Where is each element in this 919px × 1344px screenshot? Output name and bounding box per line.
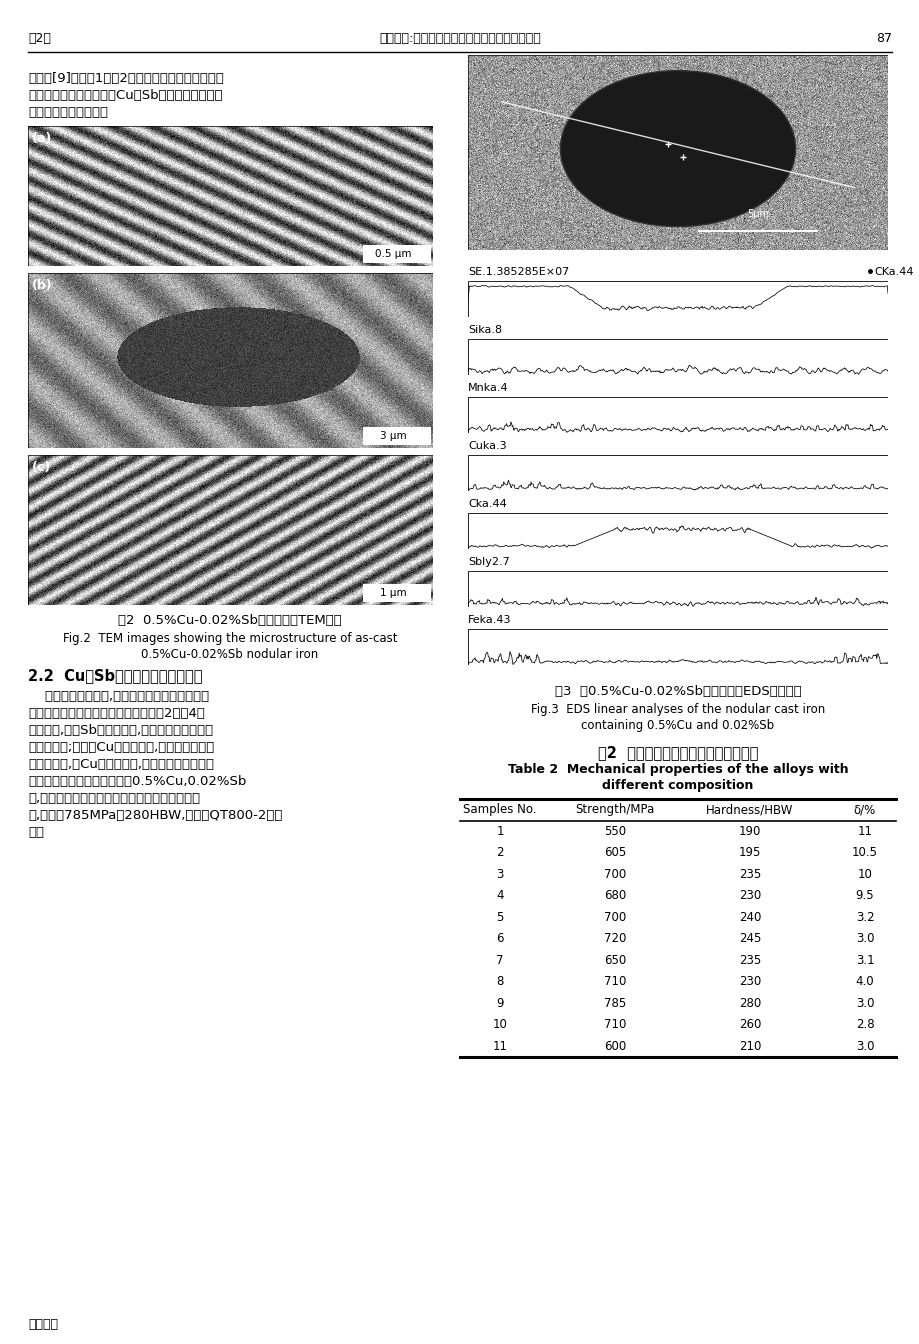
Text: 体外围层，显然这与表面Cu、Sb元素在石墨球界面: 体外围层，显然这与表面Cu、Sb元素在石墨球界面 bbox=[28, 89, 222, 102]
Text: (c): (c) bbox=[32, 461, 51, 474]
Text: 230: 230 bbox=[738, 890, 760, 902]
Text: 3.1: 3.1 bbox=[855, 954, 873, 966]
Text: 650: 650 bbox=[603, 954, 626, 966]
Text: Sika.8: Sika.8 bbox=[468, 325, 502, 335]
Text: Strength/MPa: Strength/MPa bbox=[574, 804, 654, 816]
Text: 230: 230 bbox=[738, 976, 760, 988]
Text: 4.0: 4.0 bbox=[855, 976, 873, 988]
Text: CKa.44: CKa.44 bbox=[873, 267, 913, 277]
Text: 605: 605 bbox=[603, 847, 626, 859]
Text: 5: 5 bbox=[495, 911, 503, 923]
Text: 10.5: 10.5 bbox=[851, 847, 877, 859]
Text: 3.0: 3.0 bbox=[855, 997, 873, 1009]
Text: 10: 10 bbox=[857, 868, 871, 880]
Text: 235: 235 bbox=[738, 954, 760, 966]
Text: Cuka.3: Cuka.3 bbox=[468, 441, 506, 452]
Text: 4: 4 bbox=[495, 890, 504, 902]
Text: 9.5: 9.5 bbox=[855, 890, 873, 902]
Text: 3: 3 bbox=[495, 868, 503, 880]
Bar bbox=[363, 427, 430, 445]
Text: 240: 240 bbox=[738, 911, 760, 923]
Text: 度明显增加;而随着Cu含量的增加,球墨铸铁的强度: 度明显增加;而随着Cu含量的增加,球墨铸铁的强度 bbox=[28, 741, 214, 754]
Text: 强度和硬度以及伸长率的试验数据见表2和图4。: 强度和硬度以及伸长率的试验数据见表2和图4。 bbox=[28, 707, 205, 720]
Text: Samples No.: Samples No. bbox=[463, 804, 536, 816]
Text: 720: 720 bbox=[603, 933, 626, 945]
Text: 210: 210 bbox=[738, 1040, 760, 1052]
Text: 710: 710 bbox=[603, 976, 626, 988]
Ellipse shape bbox=[560, 71, 795, 227]
Text: 平。: 平。 bbox=[28, 827, 44, 839]
Text: 700: 700 bbox=[603, 911, 626, 923]
Text: 11: 11 bbox=[492, 1040, 507, 1052]
Text: 1: 1 bbox=[495, 825, 504, 837]
Text: 铁素体[9]。而图1、图2中石墨球周围没有出现铁素: 铁素体[9]。而图1、图2中石墨球周围没有出现铁素 bbox=[28, 73, 223, 85]
Text: Sbly2.7: Sbly2.7 bbox=[468, 556, 509, 567]
Text: 2.8: 2.8 bbox=[855, 1019, 873, 1031]
Text: Mnka.4: Mnka.4 bbox=[468, 383, 508, 392]
Text: 235: 235 bbox=[738, 868, 760, 880]
Text: 0.5%Cu-0.02%Sb nodular iron: 0.5%Cu-0.02%Sb nodular iron bbox=[142, 648, 318, 661]
Text: 值,分别为785MPa和280HBW,相当于QT800-2的水: 值,分别为785MPa和280HBW,相当于QT800-2的水 bbox=[28, 809, 282, 823]
Text: Feka.43: Feka.43 bbox=[468, 616, 511, 625]
Text: (a): (a) bbox=[32, 132, 52, 145]
Text: Hardness/HBW: Hardness/HBW bbox=[706, 804, 793, 816]
Text: 1 μm: 1 μm bbox=[380, 589, 406, 598]
Text: 9: 9 bbox=[495, 997, 504, 1009]
Text: 785: 785 bbox=[603, 997, 626, 1009]
Text: 245: 245 bbox=[738, 933, 760, 945]
Text: containing 0.5%Cu and 0.02%Sb: containing 0.5%Cu and 0.02%Sb bbox=[581, 719, 774, 732]
Text: Table 2  Mechanical properties of the alloys with: Table 2 Mechanical properties of the all… bbox=[507, 763, 847, 775]
Text: 680: 680 bbox=[603, 890, 626, 902]
Text: 和硬度增加,当Cu含量过高时,球墨铸铁的强度和延: 和硬度增加,当Cu含量过高时,球墨铸铁的强度和延 bbox=[28, 758, 214, 771]
Text: 710: 710 bbox=[603, 1019, 626, 1031]
Text: 上的富集有直接关系。: 上的富集有直接关系。 bbox=[28, 106, 108, 120]
Text: 10: 10 bbox=[492, 1019, 507, 1031]
Text: 表2  不同合金成分球墨铸铁的力学性能: 表2 不同合金成分球墨铸铁的力学性能 bbox=[597, 745, 757, 759]
Text: 6: 6 bbox=[495, 933, 504, 945]
Text: 5μm: 5μm bbox=[746, 208, 768, 219]
Text: 2: 2 bbox=[495, 847, 504, 859]
Bar bbox=[363, 245, 430, 263]
Text: 3.0: 3.0 bbox=[855, 1040, 873, 1052]
Text: 图3  含0.5%Cu-0.02%Sb球墨铸铁的EDS线形分析: 图3 含0.5%Cu-0.02%Sb球墨铸铁的EDS线形分析 bbox=[554, 685, 800, 698]
Text: Cka.44: Cka.44 bbox=[468, 499, 506, 509]
Text: 280: 280 bbox=[738, 997, 760, 1009]
Text: 2.2  Cu和Sb元素对力学性能的影响: 2.2 Cu和Sb元素对力学性能的影响 bbox=[28, 668, 202, 683]
Text: 260: 260 bbox=[738, 1019, 760, 1031]
Text: 8: 8 bbox=[495, 976, 503, 988]
Text: (b): (b) bbox=[32, 280, 52, 292]
Text: Fig.2  TEM images showing the microstructure of as-cast: Fig.2 TEM images showing the microstruct… bbox=[62, 632, 397, 645]
Text: Fig.3  EDS linear analyses of the nodular cast iron: Fig.3 EDS linear analyses of the nodular… bbox=[530, 703, 824, 716]
Text: 0.5 μm: 0.5 μm bbox=[374, 249, 411, 259]
Text: 550: 550 bbox=[603, 825, 626, 837]
Text: 图2  0.5%Cu-0.02%Sb球墨铸铁的TEM形貌: 图2 0.5%Cu-0.02%Sb球墨铸铁的TEM形貌 bbox=[118, 614, 342, 628]
Text: 伸率反面下降。当加入含量为0.5%Cu,0.02%Sb: 伸率反面下降。当加入含量为0.5%Cu,0.02%Sb bbox=[28, 775, 246, 788]
Text: 朱先勇等:新型铸态高强度珠光体球墨铸铁的研究: 朱先勇等:新型铸态高强度珠光体球墨铸铁的研究 bbox=[379, 31, 540, 44]
Text: 在同一工艺条件下,不同化学成分球墨铸铁抗拉: 在同一工艺条件下,不同化学成分球墨铸铁抗拉 bbox=[28, 689, 209, 703]
Text: 195: 195 bbox=[738, 847, 760, 859]
Text: 11: 11 bbox=[857, 825, 871, 837]
Text: δ/%: δ/% bbox=[853, 804, 875, 816]
Text: SE.1.385285E×07: SE.1.385285E×07 bbox=[468, 267, 569, 277]
Bar bbox=[363, 585, 430, 602]
Text: 第2期: 第2期 bbox=[28, 31, 51, 44]
Text: 190: 190 bbox=[738, 825, 760, 837]
Text: 7: 7 bbox=[495, 954, 504, 966]
Text: 3 μm: 3 μm bbox=[380, 431, 406, 441]
Text: 时,球墨铸铁的铸态拉伸强度和硬度性能达到最佳: 时,球墨铸铁的铸态拉伸强度和硬度性能达到最佳 bbox=[28, 792, 200, 805]
Text: 结果表明,随着Sb含量的增加,球墨铸铁的强度和硬: 结果表明,随着Sb含量的增加,球墨铸铁的强度和硬 bbox=[28, 724, 213, 737]
Text: 700: 700 bbox=[603, 868, 626, 880]
Text: different composition: different composition bbox=[602, 780, 753, 792]
Text: 3.2: 3.2 bbox=[855, 911, 873, 923]
Text: 万方数据: 万方数据 bbox=[28, 1318, 58, 1331]
Text: 87: 87 bbox=[875, 31, 891, 44]
Text: 3.0: 3.0 bbox=[855, 933, 873, 945]
Text: 600: 600 bbox=[603, 1040, 626, 1052]
